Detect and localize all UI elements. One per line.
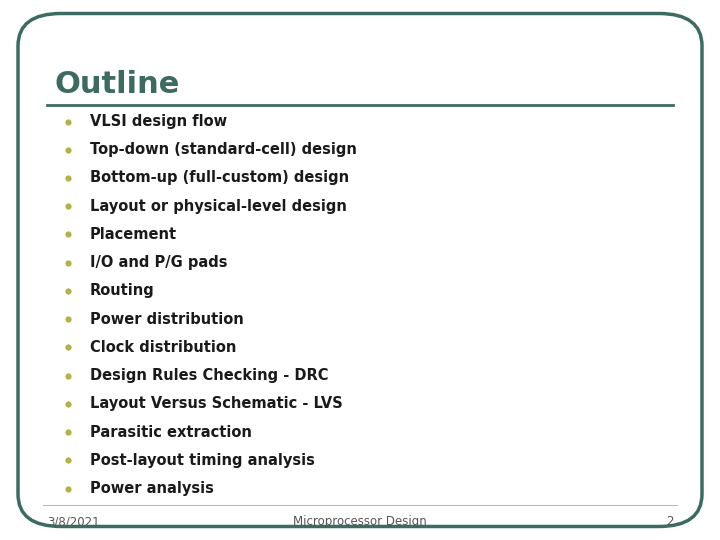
Text: Clock distribution: Clock distribution — [90, 340, 236, 355]
Text: Layout or physical-level design: Layout or physical-level design — [90, 199, 347, 214]
Text: Routing: Routing — [90, 284, 155, 299]
Text: Outline: Outline — [54, 70, 179, 99]
Text: Bottom-up (full-custom) design: Bottom-up (full-custom) design — [90, 171, 349, 186]
Text: Power distribution: Power distribution — [90, 312, 244, 327]
Text: Parasitic extraction: Parasitic extraction — [90, 424, 252, 440]
Text: Layout Versus Schematic - LVS: Layout Versus Schematic - LVS — [90, 396, 343, 411]
Text: Design Rules Checking - DRC: Design Rules Checking - DRC — [90, 368, 328, 383]
Text: Power analysis: Power analysis — [90, 481, 214, 496]
Text: I/O and P/G pads: I/O and P/G pads — [90, 255, 228, 270]
Text: Post-layout timing analysis: Post-layout timing analysis — [90, 453, 315, 468]
Text: 3/8/2021: 3/8/2021 — [47, 515, 99, 528]
Text: Microprocessor Design: Microprocessor Design — [293, 515, 427, 528]
Text: VLSI design flow: VLSI design flow — [90, 114, 227, 129]
Text: 2: 2 — [666, 515, 673, 528]
Text: Top-down (standard-cell) design: Top-down (standard-cell) design — [90, 142, 357, 157]
Text: Placement: Placement — [90, 227, 177, 242]
FancyBboxPatch shape — [18, 14, 702, 526]
